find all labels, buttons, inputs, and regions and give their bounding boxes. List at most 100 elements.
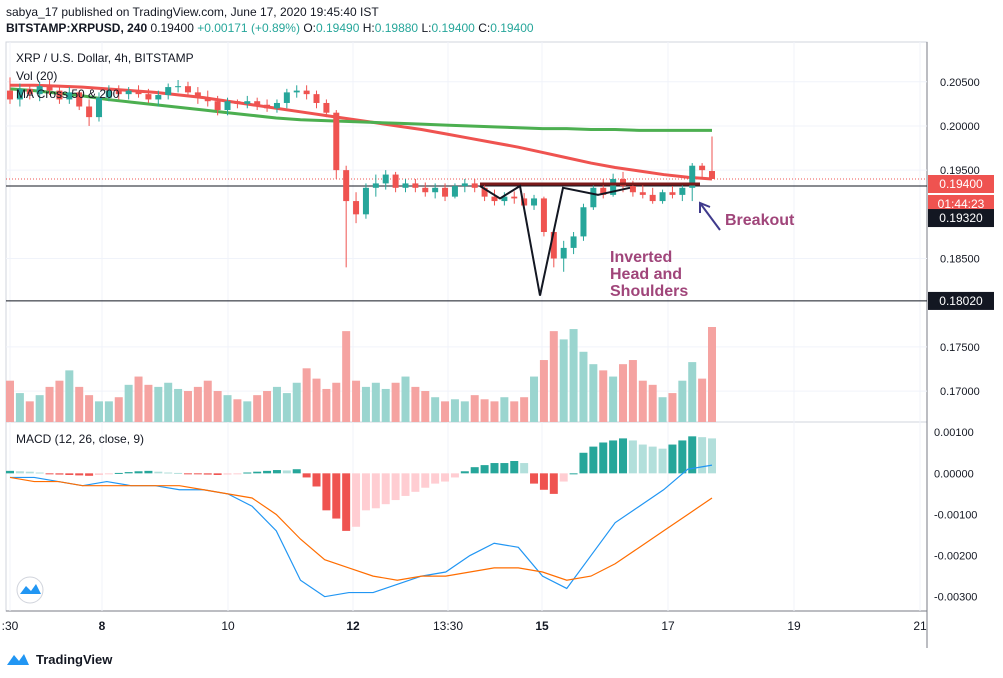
macd-histogram-bar (243, 472, 252, 474)
macd-histogram-bar (361, 473, 370, 511)
macd-histogram-bar (332, 473, 341, 519)
candle-body (16, 88, 23, 100)
macd-histogram-bar (609, 440, 618, 474)
macd-histogram-bar (431, 473, 440, 484)
volume-bars (6, 327, 716, 422)
time-tick-label: :30 (2, 619, 19, 633)
volume-bar (114, 397, 123, 422)
macd-legend: MACD (12, 26, close, 9) (16, 432, 144, 446)
volume-bar (441, 401, 450, 422)
volume-bar (619, 364, 628, 422)
candle-body (26, 88, 33, 95)
macd-histogram-bar (203, 473, 212, 475)
price-tick-label: 0.18500 (940, 254, 980, 266)
ma-legend: MA Cross 50 & 200 (16, 87, 120, 101)
candle-body (283, 92, 290, 103)
time-tick-label: 8 (99, 619, 106, 633)
chart-canvas[interactable]: 0.20500 0.20000 0.19500 0.18500 0.17500 0.170… (0, 40, 1003, 648)
candle-body (165, 87, 172, 96)
volume-bar (460, 401, 469, 422)
chart-title: XRP / U.S. Dollar, 4h, BITSTAMP (16, 51, 194, 65)
volume-bar (530, 376, 539, 422)
macd-histogram-bar (312, 473, 321, 487)
volume-bar (361, 386, 370, 422)
macd-histogram-bar (282, 470, 291, 474)
price-tick-label: 0.20000 (940, 121, 980, 133)
time-tick-label: 21 (913, 619, 927, 633)
macd-histogram-bar (450, 473, 459, 478)
time-tick-label: 19 (787, 619, 801, 633)
candle-body (402, 183, 409, 188)
candle-body (451, 186, 458, 197)
volume-bar (500, 397, 509, 422)
macd-histogram-bar (35, 472, 44, 474)
macd-histogram-bar (302, 473, 311, 478)
candle-body (590, 187, 597, 208)
volume-bar (154, 386, 163, 422)
candle-body (135, 90, 142, 95)
macd-histogram-bar (698, 437, 707, 474)
candle-body (709, 171, 715, 179)
volume-bar (431, 397, 440, 422)
volume-bar (609, 376, 618, 422)
macd-histogram-bar (45, 473, 54, 475)
macd-histogram-bar (391, 473, 400, 501)
price-tick-label: 0.19500 (940, 165, 980, 177)
macd-histogram-bar (490, 463, 499, 474)
macd-histogram-bar (530, 473, 539, 484)
price-tick-label: 0.17000 (940, 386, 980, 398)
last-price-badge-bg (928, 175, 994, 193)
volume-bar (658, 397, 667, 422)
macd-histogram-bar (164, 472, 173, 474)
candle-body (550, 232, 557, 259)
time-tick-label: 12 (346, 619, 360, 633)
volume-bar (253, 395, 262, 422)
candle-body (432, 187, 439, 193)
close-value: 0.19400 (490, 21, 534, 35)
volume-bar (371, 382, 380, 422)
candle-body (461, 183, 468, 187)
candle-body (442, 187, 449, 197)
macd-histogram-bar (85, 473, 94, 476)
candle-body (531, 198, 538, 206)
last-price-badge: 0.19400 (939, 177, 983, 191)
price-tick-label: 0.20500 (940, 77, 980, 89)
volume-bar (282, 393, 291, 422)
level-upper-badge: 0.19320 (939, 211, 983, 225)
level-upper-badge-bg (928, 209, 994, 228)
macd-histogram-bar (460, 471, 469, 474)
volume-bar (391, 382, 400, 422)
candle-body (412, 183, 419, 188)
low-label: L: (421, 21, 432, 35)
macd-histogram-bar (569, 473, 578, 475)
volume-bar (272, 386, 281, 422)
pattern-line[interactable] (479, 184, 631, 296)
candle-body (629, 186, 636, 193)
candlesticks (7, 77, 715, 272)
macd-tick-label: 0.00100 (934, 427, 974, 439)
macd-pane-border (5, 421, 928, 612)
macd-histogram-bar (193, 473, 202, 475)
volume-bar (342, 331, 351, 422)
candle-body (659, 192, 666, 202)
signal-line (9, 476, 713, 581)
pattern-label-line2: Head and (610, 266, 682, 283)
volume-bar (35, 395, 44, 422)
volume-bar (678, 380, 687, 422)
volume-bar (352, 380, 361, 422)
volume-bar (708, 327, 716, 422)
macd-tick-label: 0.00000 (934, 468, 974, 480)
macd-histogram-bar (114, 472, 123, 474)
time-tick-label: 13:30 (433, 619, 463, 633)
pattern-label-line1: Inverted (610, 249, 672, 266)
pattern-drawing[interactable] (479, 182, 700, 296)
macd-histogram-bar (480, 465, 489, 474)
macd-histogram-bar (500, 463, 509, 474)
macd-histogram-bar (322, 473, 331, 511)
macd-histogram-bar (401, 473, 410, 496)
macd-histogram-bar (263, 470, 272, 474)
candle-body (689, 165, 696, 188)
macd-histogram-bar (470, 467, 479, 474)
volume-bar (648, 384, 657, 422)
chart-header: sabya_17 published on TradingView.com, J… (6, 4, 534, 36)
